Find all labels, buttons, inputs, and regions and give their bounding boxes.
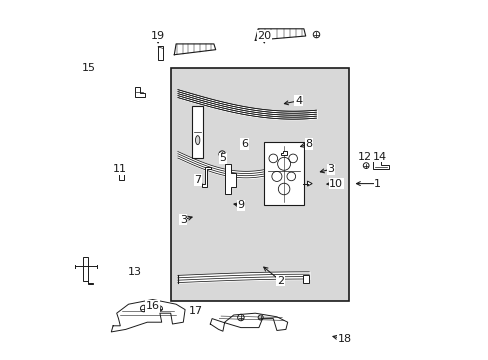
Text: 1: 1: [373, 179, 381, 189]
Bar: [158, 46, 163, 60]
Text: 3: 3: [180, 215, 186, 225]
Polygon shape: [174, 44, 215, 55]
Text: 15: 15: [82, 63, 96, 73]
Text: 2: 2: [276, 276, 284, 286]
Text: 20: 20: [257, 31, 271, 41]
Text: 16: 16: [145, 301, 160, 311]
Polygon shape: [202, 167, 211, 187]
Bar: [192, 106, 203, 158]
Text: 11: 11: [113, 164, 127, 174]
Polygon shape: [255, 29, 305, 40]
Bar: [170, 68, 348, 301]
Text: 6: 6: [241, 139, 247, 149]
Bar: [119, 166, 123, 180]
Text: 13: 13: [127, 267, 142, 277]
Text: 12: 12: [357, 152, 371, 162]
Text: 7: 7: [194, 175, 201, 185]
Polygon shape: [134, 87, 145, 97]
Text: 9: 9: [237, 200, 244, 210]
Text: 3: 3: [327, 164, 334, 174]
Text: 18: 18: [337, 334, 351, 344]
Bar: [302, 275, 309, 283]
Polygon shape: [224, 164, 236, 194]
Text: 10: 10: [328, 179, 343, 189]
Polygon shape: [373, 158, 387, 169]
Text: 17: 17: [188, 306, 203, 316]
Polygon shape: [280, 151, 286, 155]
Polygon shape: [111, 300, 185, 332]
Ellipse shape: [195, 136, 200, 145]
Text: 19: 19: [151, 31, 165, 41]
Text: 14: 14: [372, 152, 386, 162]
Text: 5: 5: [219, 153, 226, 163]
Text: 8: 8: [305, 139, 312, 149]
Polygon shape: [210, 313, 287, 331]
Polygon shape: [83, 257, 93, 284]
Text: 4: 4: [294, 96, 302, 106]
Polygon shape: [307, 181, 311, 186]
Bar: [264, 142, 303, 205]
